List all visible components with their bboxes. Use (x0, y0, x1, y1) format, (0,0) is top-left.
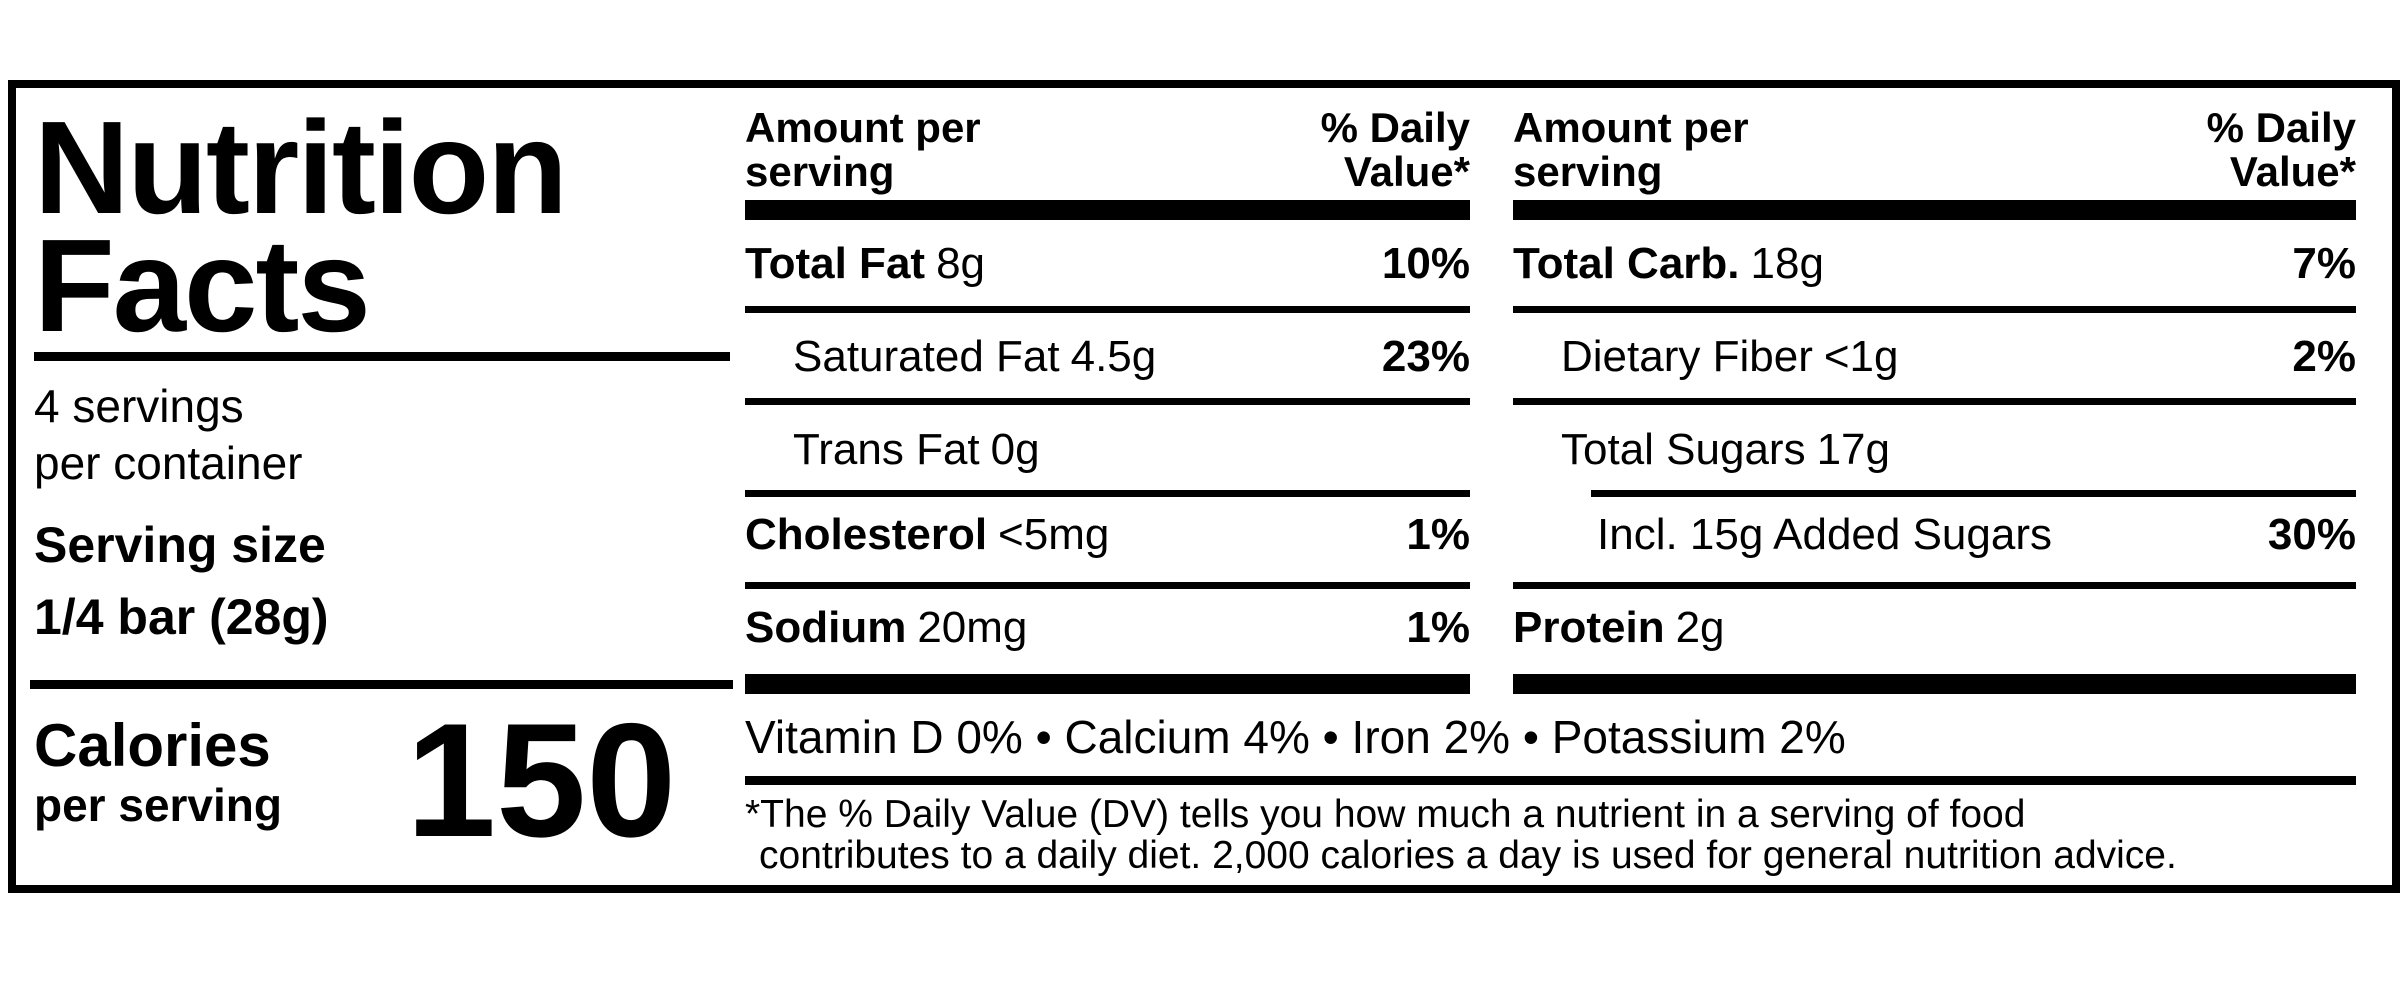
divider (745, 776, 2356, 785)
servings-line-2: per container (34, 437, 303, 489)
title-line-1: Nutrition (34, 94, 568, 241)
divider (1591, 490, 2356, 497)
table-row-total-fat: Total Fat 8g 10% (745, 239, 1470, 288)
servings-line-1: 4 servings (34, 380, 244, 432)
daily-value: 23% (1381, 332, 1470, 381)
micronutrients-line: Vitamin D 0% • Calcium 4% • Iron 2% • Po… (745, 711, 1846, 763)
servings-per-container: 4 servings per container (34, 378, 303, 492)
divider (30, 680, 733, 689)
daily-value-header: % Daily Value* (1320, 104, 1470, 195)
table-row-protein: Protein 2g (1513, 603, 1725, 652)
table-row-cholesterol: Cholesterol <5mg 1% (745, 510, 1470, 559)
column-header: Amount per serving % Daily Value* (1513, 106, 2356, 194)
daily-value-header: % Daily Value* (2206, 104, 2356, 195)
daily-value: 1% (1406, 510, 1470, 559)
nutrient-column-left: Amount per serving % Daily Value* Total … (745, 88, 1470, 885)
amount-per-serving-label: Amount per serving (1513, 104, 1749, 195)
table-row-saturated-fat: Saturated Fat 4.5g 23% (793, 332, 1470, 381)
divider (745, 398, 1470, 405)
table-row-trans-fat: Trans Fat 0g (793, 425, 1040, 474)
table-row-added-sugars: Incl. 15g Added Sugars 30% (1597, 510, 2356, 559)
daily-value: 30% (2267, 510, 2356, 559)
serving-size-label: Serving size (34, 517, 326, 573)
footnote-line-1: *The % Daily Value (DV) tells you how mu… (745, 793, 2026, 836)
column-header: Amount per serving % Daily Value* (745, 106, 1470, 194)
divider (745, 674, 1470, 694)
divider (1513, 674, 2356, 694)
daily-value: 10% (1381, 239, 1470, 288)
divider (1513, 582, 2356, 589)
daily-value: 7% (2292, 239, 2356, 288)
divider (1513, 200, 2356, 220)
daily-value: 1% (1406, 603, 1470, 652)
divider (745, 200, 1470, 220)
title-line-2: Facts (34, 212, 371, 359)
footnote-line-2: contributes to a daily diet. 2,000 calor… (759, 834, 2177, 877)
daily-value: 2% (2292, 332, 2356, 381)
calories-per-serving-label: per serving (34, 779, 282, 831)
divider (1513, 306, 2356, 313)
table-row-dietary-fiber: Dietary Fiber <1g 2% (1561, 332, 2356, 381)
table-row-sodium: Sodium 20mg 1% (745, 603, 1470, 652)
daily-value-footnote: *The % Daily Value (DV) tells you how mu… (745, 794, 2385, 876)
divider (1513, 398, 2356, 405)
amount-per-serving-label: Amount per serving (745, 104, 981, 195)
table-row-total-carb: Total Carb. 18g 7% (1513, 239, 2356, 288)
divider (745, 306, 1470, 313)
table-row-total-sugars: Total Sugars 17g (1561, 425, 1890, 474)
nutrition-facts-label: Nutrition Facts 4 servings per container… (8, 80, 2400, 893)
divider (745, 490, 1470, 497)
divider (745, 582, 1470, 589)
serving-size-value: 1/4 bar (28g) (34, 589, 329, 645)
divider (34, 352, 730, 361)
calories-value: 150 (406, 690, 677, 871)
calories-label: Calories (34, 712, 271, 779)
nutrient-column-right: Amount per serving % Daily Value* Total … (1513, 88, 2356, 885)
